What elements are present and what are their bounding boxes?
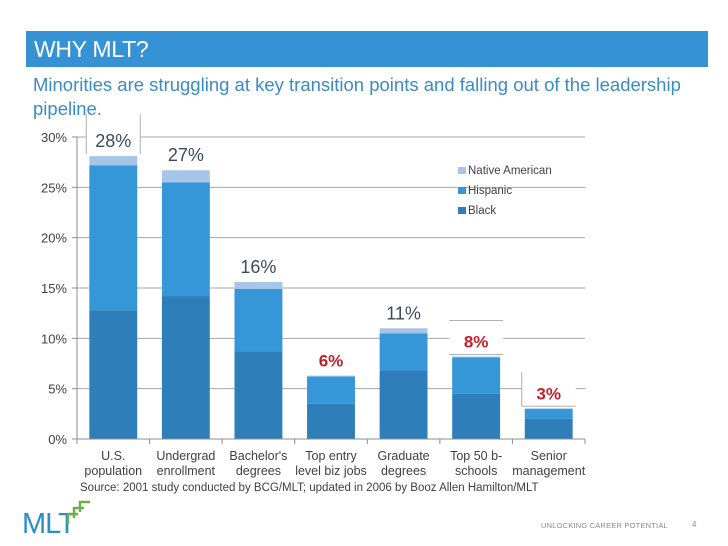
bar-segment-black xyxy=(307,403,355,439)
x-tick-label: degrees xyxy=(381,464,426,478)
bar-segment-native-american xyxy=(307,375,355,377)
bars xyxy=(89,156,573,439)
legend-swatch xyxy=(458,187,466,194)
bar-segment-hispanic xyxy=(524,408,573,419)
legend-swatch xyxy=(458,207,466,214)
page-number: 4 xyxy=(692,520,697,529)
bar-segment-native-american xyxy=(524,408,573,410)
title-bar: WHY MLT? xyxy=(26,31,708,67)
y-tick-label: 0% xyxy=(48,432,67,447)
bar-segment-native-american xyxy=(89,156,138,166)
slide-subtitle: Minorities are struggling at key transit… xyxy=(33,74,681,119)
total-label-box xyxy=(521,372,576,407)
total-label-box xyxy=(449,320,504,355)
y-tick-label: 30% xyxy=(41,130,67,145)
total-label: 16% xyxy=(240,257,276,277)
x-tick-label: level biz jobs xyxy=(295,464,367,478)
total-label: 28% xyxy=(95,131,131,151)
y-tick-label: 10% xyxy=(41,331,67,346)
y-tick-label: 25% xyxy=(41,180,67,195)
x-tick-label: U.S. xyxy=(101,449,125,463)
legend-label: Black xyxy=(468,205,496,217)
bar-segment-hispanic xyxy=(89,165,138,311)
legend-swatch xyxy=(458,167,466,174)
x-tick-label: population xyxy=(84,464,142,478)
legend-label: Hispanic xyxy=(468,185,512,197)
bar-segment-hispanic xyxy=(307,376,355,404)
x-tick-label: schools xyxy=(455,464,497,478)
bar-segment-native-american xyxy=(452,356,501,358)
total-label: 11% xyxy=(386,303,421,323)
bar-segment-native-american xyxy=(379,328,428,334)
bar-segment-black xyxy=(89,310,138,439)
legend: Native American Hispanic Black xyxy=(458,165,552,217)
y-tick-label: 20% xyxy=(41,231,67,246)
x-tick-label: degrees xyxy=(236,464,281,478)
bar-segment-black xyxy=(379,370,428,439)
total-label: 27% xyxy=(168,145,204,165)
slide-title: WHY MLT? xyxy=(34,36,149,62)
total-label-box xyxy=(86,120,141,155)
x-tick-label: Top 50 b- xyxy=(450,449,502,463)
source-note: Source: 2001 study conducted by BCG/MLT;… xyxy=(80,482,539,494)
total-label: 6% xyxy=(319,352,344,371)
x-tick-label: Top entry xyxy=(305,449,357,463)
y-tick-label: 15% xyxy=(41,281,67,296)
x-tick-label: Graduate xyxy=(378,449,430,463)
y-tick-label: 5% xyxy=(48,382,67,397)
x-tick-label: Senior xyxy=(531,449,567,463)
total-label: 3% xyxy=(536,384,561,403)
bar-segment-native-american xyxy=(161,170,210,183)
bar-segment-black xyxy=(452,393,501,439)
legend-label: Native American xyxy=(468,165,552,177)
x-tick-label: management xyxy=(512,464,585,478)
x-tick-label: Undergrad xyxy=(156,449,215,463)
bar-segment-black xyxy=(524,418,573,439)
x-tick-label: Bachelor's xyxy=(229,449,287,463)
y-axis: 0% 5% 10% 15% 20% 25% 30% xyxy=(41,130,78,447)
bar-segment-black xyxy=(234,351,283,439)
bar-segment-hispanic xyxy=(161,182,210,297)
bar-segment-hispanic xyxy=(452,357,501,394)
bar-segment-native-american xyxy=(234,281,283,290)
x-tick-label: enrollment xyxy=(157,464,216,478)
total-labels: 28% 27% 16% 6% 11% 8% 3% xyxy=(85,114,576,407)
total-label: 8% xyxy=(464,332,489,351)
footer-tagline: UNLOCKING CAREER POTENTIAL xyxy=(541,521,668,530)
bar-segment-hispanic xyxy=(234,289,283,352)
ascending-arrows-icon xyxy=(66,500,90,524)
bar-segment-hispanic xyxy=(379,333,428,371)
bar-segment-black xyxy=(161,296,210,439)
